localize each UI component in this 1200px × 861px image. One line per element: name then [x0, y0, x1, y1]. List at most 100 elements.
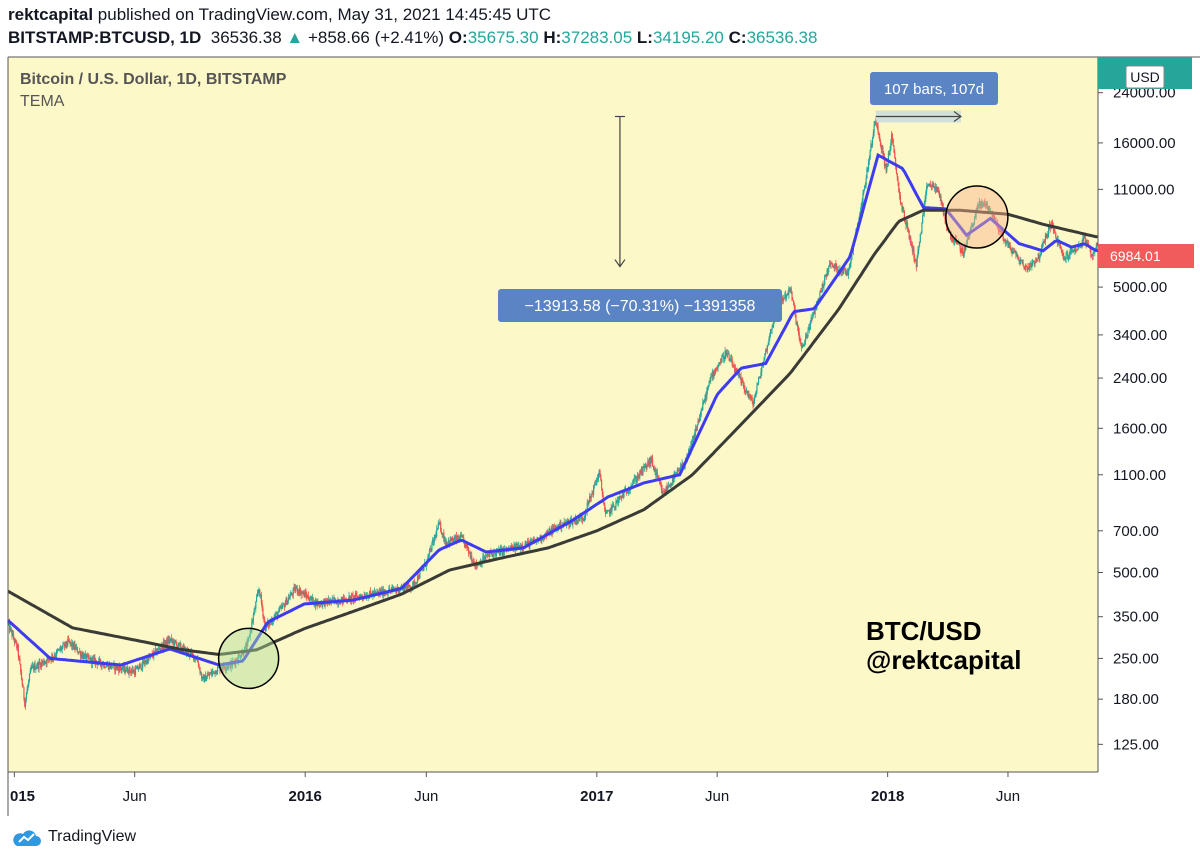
- legend-indicator[interactable]: TEMA: [20, 93, 65, 110]
- candle-body: [289, 595, 291, 599]
- candle-body: [590, 493, 592, 499]
- candle-body: [435, 534, 437, 537]
- candle-body: [824, 275, 827, 277]
- candle-body: [1076, 249, 1078, 251]
- price-axis[interactable]: [1098, 57, 1200, 772]
- candle-body: [175, 641, 177, 644]
- currency-button[interactable]: [1125, 65, 1165, 89]
- candle-body: [559, 521, 561, 528]
- candle-body: [672, 476, 674, 483]
- candle-body: [765, 349, 767, 354]
- candle-body: [77, 652, 79, 654]
- candle-body: [608, 510, 611, 515]
- candle-body: [252, 620, 254, 622]
- candle-body: [645, 464, 647, 468]
- candle-body: [291, 594, 294, 596]
- candle-body: [871, 137, 874, 146]
- orange-highlight-circle[interactable]: [945, 185, 1009, 249]
- low-label: L:: [636, 28, 653, 47]
- candle-body: [812, 312, 814, 319]
- tema-fast-line[interactable]: [6, 152, 1099, 667]
- candle-body: [469, 553, 471, 557]
- candle-body: [252, 614, 255, 621]
- candle-body: [604, 505, 606, 511]
- candle-body: [205, 678, 207, 681]
- candle-body: [577, 516, 580, 521]
- chart-plot-area[interactable]: [8, 57, 1098, 772]
- y-tick-label: 1600.00: [1113, 420, 1167, 437]
- candle-body: [874, 121, 876, 125]
- candle-body: [702, 402, 704, 410]
- tradingview-logo[interactable]: TradingView: [10, 826, 136, 848]
- candle-body: [59, 647, 62, 650]
- candle-body: [766, 345, 768, 351]
- candle-body: [135, 668, 137, 670]
- candle-body: [42, 660, 44, 663]
- candle-body: [899, 195, 901, 203]
- candle-body: [110, 664, 112, 669]
- candle-body: [909, 237, 911, 239]
- candle-body: [495, 552, 497, 556]
- candle-body: [621, 494, 623, 496]
- candle-body: [287, 600, 289, 605]
- candle-body: [530, 540, 532, 542]
- publisher-name[interactable]: rektcapital: [8, 5, 94, 24]
- candle-body: [604, 510, 607, 514]
- tema-slow-line[interactable]: [7, 208, 1099, 656]
- candle-body: [439, 522, 441, 524]
- candle-body: [811, 317, 813, 319]
- candle-body: [16, 642, 18, 649]
- candle-body: [14, 639, 16, 643]
- candle-body: [70, 642, 72, 644]
- candle-body: [415, 582, 417, 584]
- candle-body: [134, 670, 136, 675]
- candle-body: [640, 470, 642, 475]
- candle-body: [1075, 249, 1078, 251]
- candle-body: [146, 659, 148, 663]
- candle-body: [651, 457, 653, 459]
- candle-body: [302, 592, 304, 594]
- green-highlight-circle[interactable]: [217, 627, 280, 690]
- candle-body: [436, 529, 438, 537]
- open-label: O:: [448, 28, 468, 47]
- candle-body: [732, 365, 734, 367]
- candle-body: [734, 368, 736, 372]
- candle-body: [81, 654, 83, 658]
- candle-body: [82, 654, 84, 658]
- candle-body: [33, 664, 35, 670]
- candle-body: [452, 540, 455, 542]
- candle-body: [87, 655, 90, 658]
- candle-body: [706, 390, 708, 399]
- candle-body: [761, 366, 764, 368]
- candle-body: [485, 556, 487, 558]
- candle-body: [949, 232, 952, 239]
- candle-body: [893, 145, 895, 153]
- candle-body: [179, 643, 181, 645]
- symbol-label: BITSTAMP:BTCUSD, 1D: [8, 28, 202, 47]
- candle-body: [739, 376, 741, 378]
- change-arrow-icon: ▲: [286, 28, 304, 47]
- candle-body: [75, 647, 78, 649]
- candle-body: [843, 268, 845, 274]
- candle-body: [819, 291, 821, 300]
- legend-title[interactable]: Bitcoin / U.S. Dollar, 1D, BITSTAMP: [20, 71, 287, 88]
- candle-body: [348, 596, 350, 602]
- candle-body: [1016, 254, 1019, 258]
- candle-body: [636, 475, 639, 480]
- time-axis[interactable]: [8, 772, 1098, 816]
- candle-body: [585, 511, 587, 516]
- candle-body: [155, 648, 157, 655]
- candle-body: [659, 484, 662, 486]
- candle-body: [405, 588, 407, 590]
- candle-body: [293, 587, 295, 589]
- candle-body: [918, 241, 921, 247]
- candle-body: [715, 368, 717, 370]
- candle-body: [492, 553, 494, 557]
- candle-body: [202, 676, 204, 678]
- candle-body: [760, 372, 762, 378]
- candle-body: [793, 300, 795, 305]
- candle-body: [651, 458, 654, 467]
- tema-lines-layer: [6, 152, 1099, 667]
- y-tick-label: 250.00: [1113, 650, 1159, 667]
